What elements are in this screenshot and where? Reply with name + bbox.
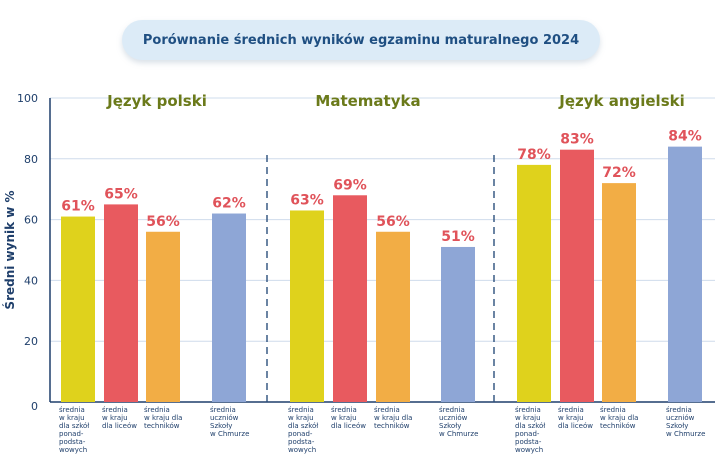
category-label-1-2-line-2: w kraju [102,414,128,422]
group-title-3: Język angielski [558,92,685,110]
y-tick-label-100: 100 [17,92,38,105]
category-label-1-1-line-5: podsta- [59,438,86,446]
bar-3-2 [560,149,594,402]
category-label-3-4-line-1: średnia [666,406,692,414]
value-label-3-4: 84% [668,129,702,145]
category-label-2-2-line-2: w kraju [331,414,357,422]
category-label-2-4-line-3: Szkoły [439,422,461,430]
category-label-2-4-line-2: uczniów [439,414,468,422]
category-label-1-4-line-4: w Chmurze [210,430,249,438]
category-label-2-2-line-3: dla liceów [331,422,366,430]
category-label-3-1-line-5: podsta- [515,438,542,446]
category-label-3-2-line-3: dla liceów [558,422,593,430]
bar-1-4 [212,213,246,402]
y-tick-label-20: 20 [24,335,38,348]
bar-2-3 [376,231,410,402]
value-label-1-3: 56% [146,214,180,230]
category-label-3-1-line-4: ponad- [515,430,540,438]
category-label-1-1-line-1: średnia [59,406,85,414]
chart-title-pill: Porównanie średnich wyników egzaminu mat… [122,20,600,60]
category-label-3-2-line-2: w kraju [558,414,584,422]
y-tick-label-60: 60 [24,214,38,227]
category-label-1-4-line-1: średnia [210,406,236,414]
category-label-3-4-line-3: Szkoły [666,422,688,430]
category-label-2-3-line-1: średnia [374,406,400,414]
category-label-3-1-line-6: wowych [515,446,543,454]
value-label-3-2: 83% [560,132,594,148]
category-label-1-1-line-3: dla szkół [59,422,89,430]
value-label-1-1: 61% [61,199,95,215]
bar-3-1 [517,164,551,402]
y-tick-label-40: 40 [24,274,38,287]
category-label-2-1-line-2: w kraju [288,414,314,422]
category-label-2-1-line-1: średnia [288,406,314,414]
value-label-2-1: 63% [290,192,324,208]
category-label-3-4-line-2: uczniów [666,414,695,422]
category-label-2-4-line-4: w Chmurze [439,430,478,438]
category-label-3-3-line-2: w kraju dla [600,414,638,422]
value-label-2-2: 69% [333,177,367,193]
value-label-3-1: 78% [517,147,551,163]
category-label-3-3-line-1: średnia [600,406,626,414]
category-label-1-2-line-3: dla liceów [102,422,137,430]
category-label-3-4-line-4: w Chmurze [666,430,705,438]
chart-title: Porównanie średnich wyników egzaminu mat… [142,32,580,48]
category-label-3-2-line-1: średnia [558,406,584,414]
category-label-3-3-line-3: techników [600,422,636,430]
bar-1-1 [61,216,95,402]
category-label-1-2-line-1: średnia [102,406,128,414]
bar-2-4 [441,246,475,402]
category-label-1-1-line-6: wowych [59,446,87,454]
category-label-2-1-line-5: podsta- [288,438,315,446]
category-label-2-1-line-3: dla szkół [288,422,318,430]
category-label-3-1-line-2: w kraju [515,414,541,422]
y-tick-label-0: 0 [31,400,38,413]
category-label-1-4-line-3: Szkoły [210,422,232,430]
category-label-2-3-line-3: techników [374,422,410,430]
category-label-1-1-line-4: ponad- [59,430,84,438]
bar-3-4 [668,146,702,402]
bar-1-3 [146,231,180,402]
category-label-3-1-line-1: średnia [515,406,541,414]
value-label-1-2: 65% [104,186,138,202]
category-label-2-1-line-6: wowych [288,446,316,454]
category-label-1-3-line-2: w kraju dla [144,414,182,422]
bar-1-2 [104,204,138,402]
category-label-2-3-line-2: w kraju dla [374,414,412,422]
category-label-1-3-line-3: techników [144,422,180,430]
value-label-3-3: 72% [602,165,636,181]
bar-2-1 [290,210,324,402]
category-label-1-3-line-1: średnia [144,406,170,414]
group-title-1: Język polski [106,92,207,110]
y-axis-title: Średni wynik w % [2,190,17,309]
category-label-1-1-line-2: w kraju [59,414,85,422]
category-label-2-1-line-4: ponad- [288,430,313,438]
bar-2-2 [333,195,367,402]
group-title-2: Matematyka [315,92,420,110]
category-label-2-2-line-1: średnia [331,406,357,414]
value-label-1-4: 62% [212,196,246,212]
category-label-2-4-line-1: średnia [439,406,465,414]
bar-3-3 [602,183,636,402]
value-label-2-3: 56% [376,214,410,230]
category-label-1-4-line-2: uczniów [210,414,239,422]
value-label-2-4: 51% [441,229,475,245]
y-tick-label-80: 80 [24,153,38,166]
category-label-3-1-line-3: dla szkół [515,422,545,430]
